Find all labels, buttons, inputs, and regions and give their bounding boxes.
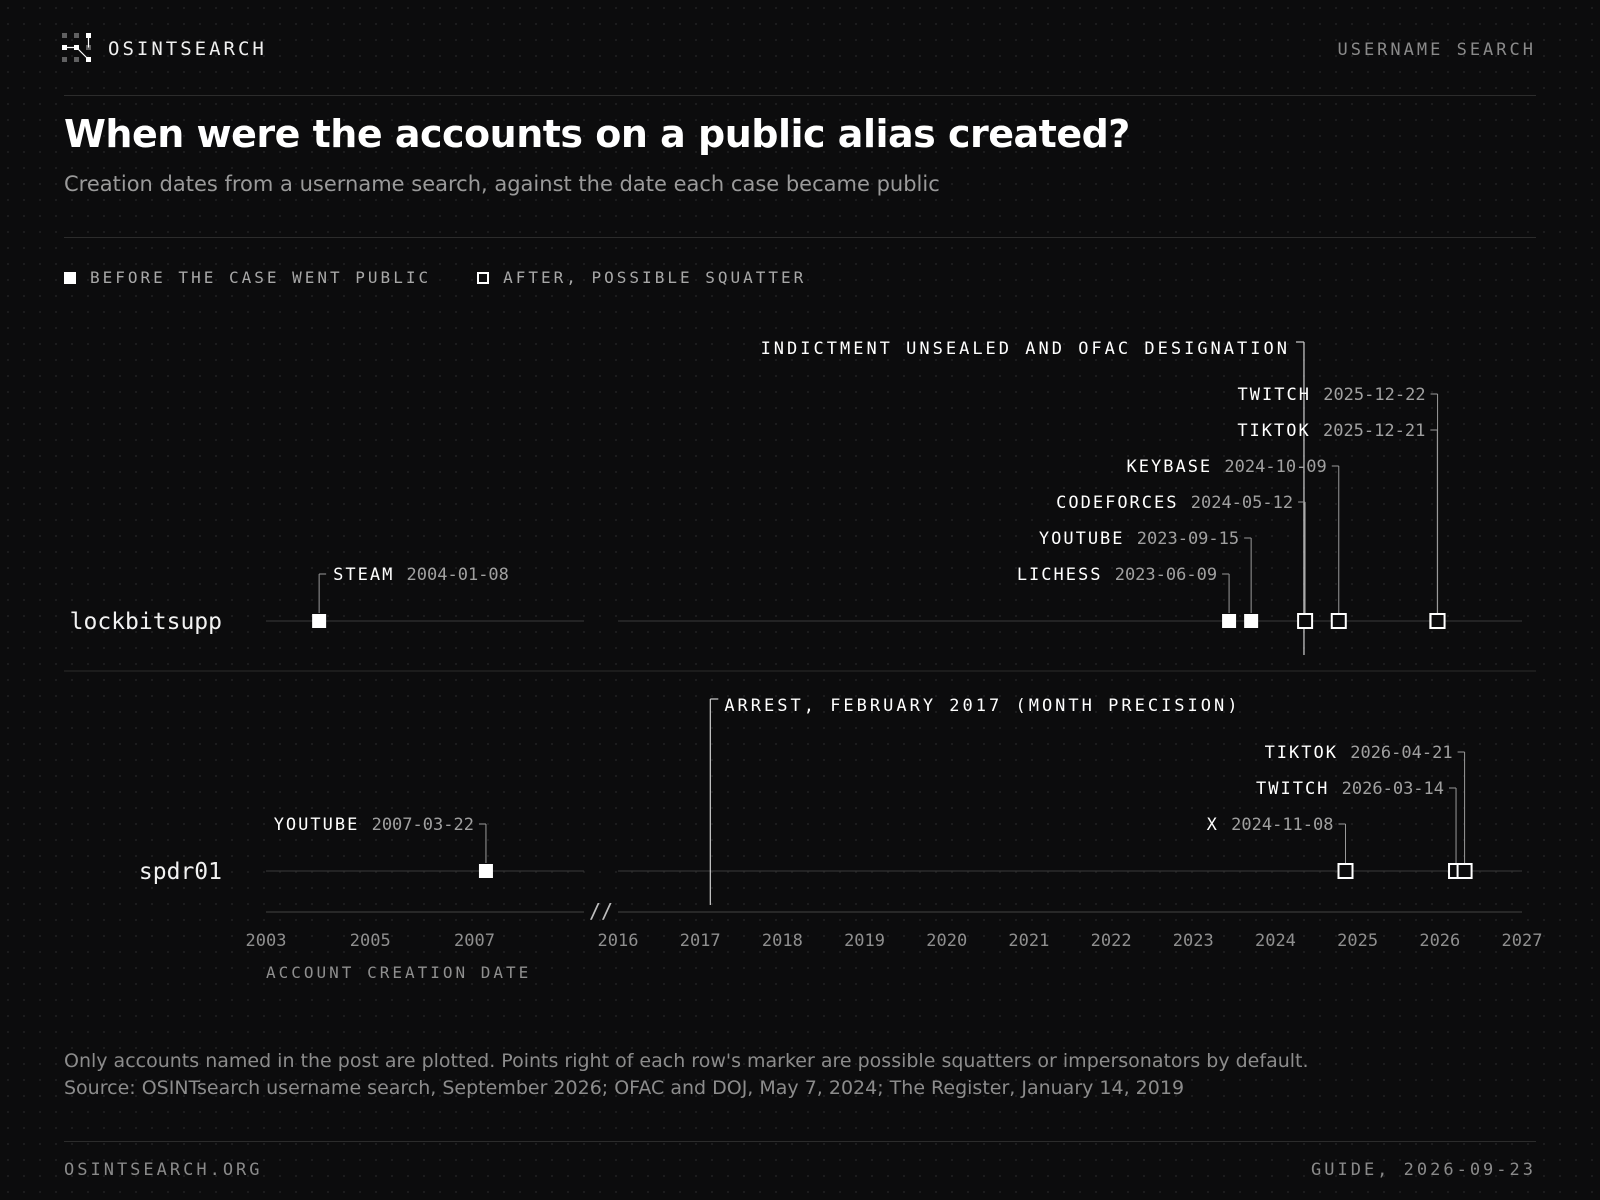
x-tick-label: 2025 — [1337, 931, 1378, 951]
event-label: ARREST, FEBRUARY 2017 (MONTH PRECISION) — [724, 696, 1240, 716]
row-alias-label: lockbitsupp — [70, 609, 222, 635]
account-timeline-chart: // 2003 2005 2007 2016 2017 2018 2019 2020 2021 20… — [64, 339, 1543, 982]
account-label: KEYBASE 2024-10-09 — [1127, 457, 1327, 477]
legend-filled-square-icon — [64, 271, 76, 284]
legend-before-label: BEFORE THE CASE WENT PUBLIC — [90, 268, 432, 287]
account-label: TIKTOK 2025-12-21 — [1237, 421, 1425, 441]
brand-name[interactable]: OSINTSEARCH — [108, 38, 267, 60]
account-label: STEAM 2004-01-08 — [333, 565, 509, 585]
account-label: TIKTOK 2026-04-21 — [1265, 743, 1453, 763]
x-tick-label: 2018 — [762, 931, 803, 951]
account-marker-before — [1244, 614, 1259, 628]
footer-divider — [64, 1141, 1536, 1142]
account-marker-after — [1429, 613, 1446, 629]
x-tick-label: 2020 — [926, 931, 967, 951]
legend-after-label: AFTER, POSSIBLE SQUATTER — [503, 268, 807, 287]
header-divider — [64, 95, 1536, 96]
chart-legend: BEFORE THE CASE WENT PUBLIC AFTER, POSSI… — [64, 268, 806, 287]
x-tick-label: 2024 — [1255, 931, 1296, 951]
event-label: INDICTMENT UNSEALED AND OFAC DESIGNATION — [761, 339, 1290, 359]
footer-edition: GUIDE, 2026-09-23 — [1311, 1160, 1536, 1180]
x-tick-label: 2019 — [844, 931, 885, 951]
account-marker-after — [1330, 613, 1347, 629]
page-title: When were the accounts on a public alias… — [64, 112, 1130, 156]
x-tick-label: 2003 — [246, 931, 287, 951]
x-tick-label: 2027 — [1502, 931, 1543, 951]
account-label: TWITCH 2025-12-22 — [1238, 385, 1426, 405]
account-marker-before — [478, 864, 493, 878]
account-marker-after — [1337, 863, 1354, 879]
account-marker-after — [1297, 613, 1314, 629]
page-subtitle: Creation dates from a username search, a… — [64, 172, 940, 196]
x-tick-label: 2023 — [1173, 931, 1214, 951]
x-tick-label: 2005 — [350, 931, 391, 951]
account-label: LICHESS 2023-06-09 — [1017, 565, 1217, 585]
x-tick-label: 2022 — [1091, 931, 1132, 951]
axis-break-marker: // — [589, 899, 613, 923]
x-tick-label: 2016 — [598, 931, 639, 951]
account-marker-before — [1222, 614, 1237, 628]
footer-site-link[interactable]: OSINTSEARCH.ORG — [64, 1160, 263, 1180]
source-line: Source: OSINTsearch username search, Sep… — [64, 1077, 1185, 1099]
page-mode-label: USERNAME SEARCH — [1337, 40, 1536, 60]
account-label: TWITCH 2026-03-14 — [1256, 779, 1444, 799]
row-alias-label: spdr01 — [139, 859, 222, 885]
network-nodes-icon — [62, 33, 91, 62]
account-label: X 2024-11-08 — [1207, 815, 1334, 835]
x-tick-label: 2017 — [680, 931, 721, 951]
account-label: YOUTUBE 2023-09-15 — [1039, 529, 1239, 549]
x-tick-label: 2026 — [1419, 931, 1460, 951]
account-label: YOUTUBE 2007-03-22 — [274, 815, 474, 835]
account-label: CODEFORCES 2024-05-12 — [1056, 493, 1293, 513]
footnote-line: Only accounts named in the post are plot… — [64, 1050, 1309, 1072]
x-tick-label: 2007 — [454, 931, 495, 951]
chart-footnote: Only accounts named in the post are plot… — [64, 1048, 1309, 1102]
account-marker-before — [312, 614, 327, 628]
title-divider — [64, 237, 1536, 238]
x-tick-label: 2021 — [1008, 931, 1049, 951]
x-axis-title: ACCOUNT CREATION DATE — [266, 963, 531, 982]
legend-hollow-square-icon — [477, 271, 490, 284]
account-marker-after — [1456, 863, 1473, 879]
